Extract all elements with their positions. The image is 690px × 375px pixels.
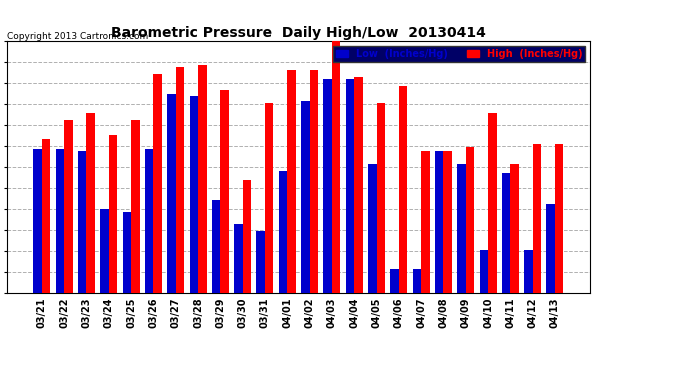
Bar: [212, 200, 220, 292]
Bar: [176, 67, 184, 292]
Bar: [399, 87, 407, 292]
Bar: [279, 171, 287, 292]
Bar: [64, 120, 72, 292]
Bar: [444, 152, 452, 292]
Bar: [457, 164, 466, 292]
Bar: [421, 152, 430, 292]
Bar: [265, 104, 273, 292]
Bar: [198, 65, 206, 292]
Bar: [109, 135, 117, 292]
Bar: [86, 113, 95, 292]
Bar: [243, 180, 251, 292]
Bar: [354, 77, 363, 292]
Bar: [131, 120, 139, 292]
Bar: [301, 101, 310, 292]
Legend: Low  (Inches/Hg), High  (Inches/Hg): Low (Inches/Hg), High (Inches/Hg): [333, 46, 585, 62]
Text: Copyright 2013 Cartronics.com: Copyright 2013 Cartronics.com: [7, 32, 148, 41]
Bar: [480, 250, 488, 292]
Bar: [78, 152, 86, 292]
Bar: [220, 90, 229, 292]
Bar: [100, 209, 109, 292]
Bar: [413, 269, 421, 292]
Bar: [42, 140, 50, 292]
Bar: [377, 104, 385, 292]
Bar: [56, 149, 64, 292]
Bar: [346, 79, 354, 292]
Bar: [524, 250, 533, 292]
Bar: [368, 164, 377, 292]
Bar: [33, 149, 42, 292]
Bar: [145, 149, 153, 292]
Bar: [546, 204, 555, 292]
Bar: [257, 231, 265, 292]
Bar: [502, 173, 511, 292]
Bar: [555, 144, 564, 292]
Bar: [167, 94, 176, 292]
Bar: [153, 75, 162, 292]
Bar: [190, 96, 198, 292]
Bar: [488, 113, 497, 292]
Bar: [533, 144, 541, 292]
Bar: [511, 164, 519, 292]
Title: Barometric Pressure  Daily High/Low  20130414: Barometric Pressure Daily High/Low 20130…: [111, 26, 486, 40]
Bar: [123, 211, 131, 292]
Bar: [332, 41, 340, 292]
Bar: [324, 79, 332, 292]
Bar: [287, 70, 296, 292]
Bar: [391, 269, 399, 292]
Bar: [435, 152, 444, 292]
Bar: [310, 70, 318, 292]
Bar: [466, 147, 474, 292]
Bar: [234, 224, 243, 292]
